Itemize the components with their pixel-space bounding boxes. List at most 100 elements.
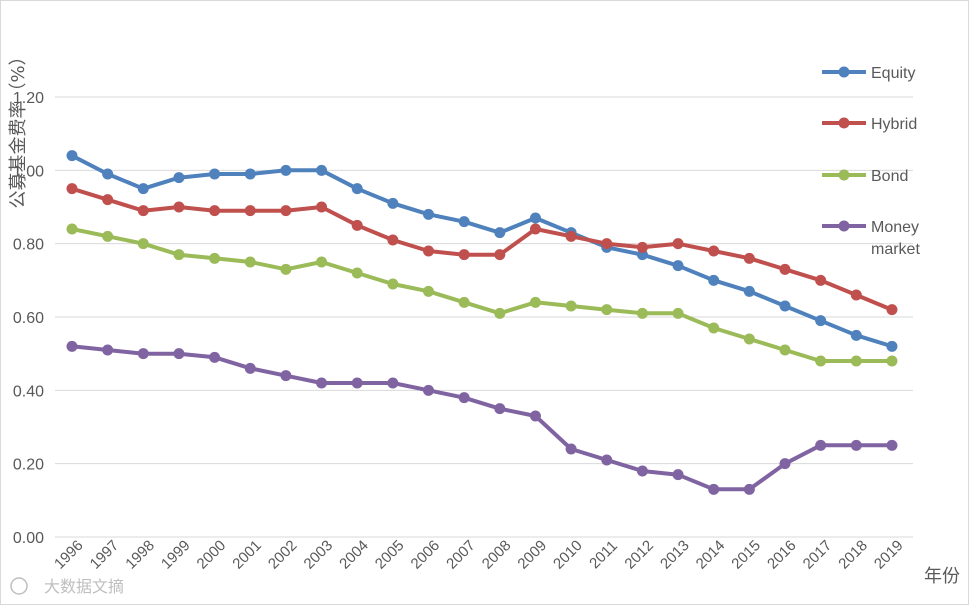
x-tick-label: 2008 [479, 537, 515, 573]
data-point-equity [708, 274, 720, 286]
data-point-equity [137, 183, 149, 195]
x-tick-label: 2009 [514, 537, 550, 573]
y-tick-label: 0.20 [13, 457, 44, 474]
data-point-hybrid [601, 238, 613, 250]
data-point-bond [351, 267, 363, 279]
series-hybrid [66, 183, 898, 316]
data-point-bond [137, 238, 149, 250]
series-bond [66, 223, 898, 367]
data-point-money-market [387, 377, 399, 389]
data-point-hybrid [815, 274, 827, 286]
data-point-equity [280, 164, 292, 176]
data-point-equity [850, 329, 862, 341]
data-point-money-market [672, 469, 684, 481]
y-tick-label: 0.00 [13, 530, 44, 547]
data-point-equity [173, 172, 185, 184]
legend-item-bond: Bond [822, 168, 908, 185]
data-point-equity [779, 300, 791, 312]
data-point-hybrid [316, 201, 328, 213]
data-point-money-market [779, 458, 791, 470]
y-tick-label: 0.40 [13, 383, 44, 400]
data-point-money-market [137, 348, 149, 360]
data-point-hybrid [565, 230, 577, 242]
data-point-bond [636, 307, 648, 319]
data-point-bond [458, 296, 470, 308]
data-point-hybrid [244, 205, 256, 217]
data-point-equity [244, 168, 256, 180]
data-point-bond [423, 285, 434, 297]
data-point-equity [209, 168, 221, 180]
data-point-equity [102, 168, 114, 180]
legend: Equity Hybrid Bond Money market [822, 65, 920, 258]
data-point-money-market [850, 439, 862, 451]
data-point-money-market [743, 483, 755, 495]
data-point-bond [708, 322, 720, 334]
data-point-bond [209, 252, 221, 264]
data-point-bond [102, 230, 114, 242]
legend-swatch-marker [838, 117, 850, 129]
data-point-money-market [815, 439, 827, 451]
data-point-hybrid [494, 249, 506, 261]
data-point-bond [743, 333, 755, 345]
data-point-hybrid [137, 205, 149, 217]
data-point-money-market [351, 377, 363, 389]
x-tick-label: 2005 [372, 537, 408, 573]
data-point-equity [423, 208, 434, 220]
y-axis-title: 公募基金费率（%） [8, 47, 29, 208]
data-point-money-market [886, 439, 898, 451]
legend-item-hybrid: Hybrid [822, 116, 917, 133]
x-tick-label: 2016 [764, 537, 800, 573]
watermark-text: 大数据文摘 [44, 577, 124, 596]
data-point-money-market [244, 362, 256, 374]
x-tick-label: 2014 [693, 537, 729, 573]
legend-label: Money market [871, 219, 920, 258]
data-point-equity [886, 340, 898, 352]
data-point-equity [351, 183, 363, 195]
data-point-bond [494, 307, 506, 319]
data-point-bond [280, 263, 292, 275]
legend-label: Equity [871, 65, 915, 82]
data-point-hybrid [529, 223, 541, 235]
data-point-bond [672, 307, 684, 319]
data-point-bond [316, 256, 328, 268]
data-point-equity [672, 260, 684, 272]
data-point-bond [387, 278, 399, 290]
data-point-money-market [529, 410, 541, 422]
legend-label-line: Money [871, 219, 919, 236]
y-tick-label: 1.20 [13, 90, 44, 107]
x-tick-label: 2011 [586, 537, 621, 572]
y-tick-label: 0.60 [13, 310, 44, 327]
data-point-money-market [102, 344, 114, 356]
legend-swatch-marker [838, 220, 850, 232]
x-tick-label: 1997 [87, 537, 123, 573]
x-tick-label: 2001 [229, 537, 265, 573]
watermark-logo-icon [10, 577, 28, 595]
data-point-money-market [280, 370, 292, 382]
data-point-hybrid [850, 289, 862, 301]
data-point-bond [850, 355, 862, 367]
y-tick-label: 1.00 [13, 163, 44, 180]
series-equity [66, 150, 898, 352]
data-point-money-market [636, 465, 648, 477]
data-point-money-market [708, 483, 720, 495]
series-line-equity [70, 153, 894, 349]
data-point-hybrid [458, 249, 470, 261]
data-point-hybrid [672, 238, 684, 250]
data-point-hybrid [636, 241, 648, 253]
data-point-hybrid [280, 205, 292, 217]
data-point-equity [387, 197, 399, 209]
legend-item-money-market: Money market [822, 219, 920, 258]
legend-label: Hybrid [871, 116, 917, 133]
y-tick-label: 0.80 [13, 237, 44, 254]
x-tick-label: 2019 [871, 537, 907, 573]
data-point-bond [529, 296, 541, 308]
data-point-hybrid [708, 245, 720, 257]
data-point-hybrid [779, 263, 791, 275]
data-point-money-market [316, 377, 328, 389]
data-point-money-market [423, 384, 434, 396]
data-point-money-market [494, 403, 506, 415]
data-point-hybrid [743, 252, 755, 264]
data-point-bond [173, 249, 185, 261]
x-tick-label: 2004 [336, 537, 372, 573]
